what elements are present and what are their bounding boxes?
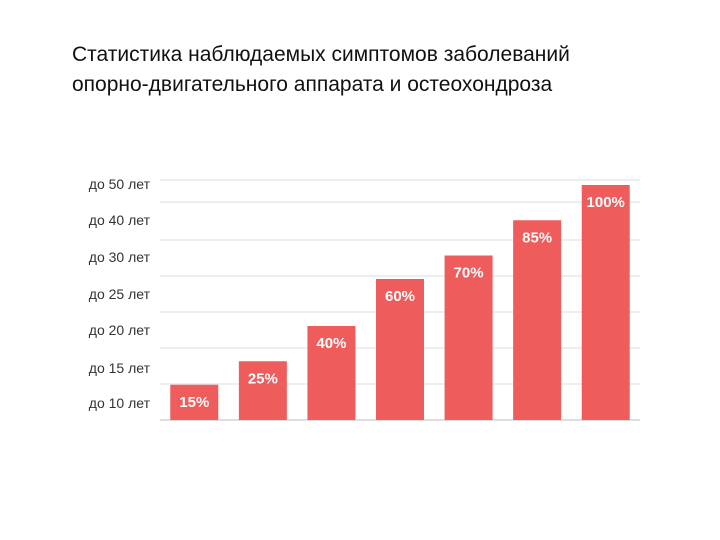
bar bbox=[444, 255, 493, 420]
y-category-label: до 10 лет bbox=[89, 395, 151, 411]
bars: 15% 25% 40% 60% 70% 85% 100% bbox=[170, 185, 630, 420]
y-category-label: до 20 лет bbox=[89, 322, 151, 338]
bar bbox=[513, 220, 562, 420]
bar-value-label: 70% bbox=[454, 265, 484, 282]
bar bbox=[307, 326, 356, 420]
y-category-label: до 40 лет bbox=[89, 212, 151, 228]
y-category-label: до 50 лет bbox=[89, 176, 151, 192]
y-category-label: до 30 лет bbox=[89, 249, 151, 265]
chart-title-line-2: опорно-двигательного аппарата и остеохон… bbox=[72, 73, 553, 96]
bar bbox=[170, 384, 219, 420]
chart-title: Статистика наблюдаемых симптомов заболев… bbox=[72, 40, 692, 100]
bar-value-label: 25% bbox=[248, 370, 278, 387]
bar bbox=[581, 185, 630, 420]
bar-value-label: 100% bbox=[587, 194, 625, 211]
bar bbox=[238, 361, 287, 420]
y-category-label: до 25 лет bbox=[89, 286, 151, 302]
bar-value-label: 60% bbox=[385, 288, 415, 305]
y-category-label: до 15 лет bbox=[89, 360, 151, 376]
bar-value-label: 40% bbox=[316, 335, 346, 352]
bar-value-label: 85% bbox=[522, 229, 552, 246]
y-axis-labels: до 10 лет до 15 лет до 20 лет до 25 лет до 3… bbox=[89, 176, 151, 411]
bar bbox=[376, 279, 424, 420]
chart-title-line-1: Статистика наблюдаемых симптомов заболев… bbox=[72, 43, 570, 66]
bar-value-label: 15% bbox=[179, 394, 209, 411]
